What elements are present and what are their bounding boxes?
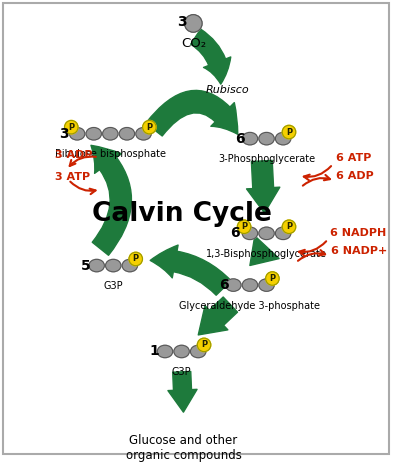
Circle shape xyxy=(64,120,78,134)
Ellipse shape xyxy=(106,259,121,272)
Circle shape xyxy=(237,220,251,234)
Text: P: P xyxy=(133,255,139,263)
Ellipse shape xyxy=(276,227,291,240)
Text: G3P: G3P xyxy=(104,281,123,291)
Text: P: P xyxy=(286,222,292,231)
Text: Glyceraldehyde 3-phosphate: Glyceraldehyde 3-phosphate xyxy=(180,301,320,311)
Text: 3 ATP: 3 ATP xyxy=(55,172,90,182)
Text: 6: 6 xyxy=(235,132,245,146)
Ellipse shape xyxy=(119,127,135,140)
Text: 6 ATP: 6 ATP xyxy=(336,153,371,163)
Text: Rubisco: Rubisco xyxy=(206,85,249,95)
Text: 3 ADP: 3 ADP xyxy=(55,150,92,160)
Ellipse shape xyxy=(276,133,291,145)
Text: 6: 6 xyxy=(219,278,228,292)
Circle shape xyxy=(143,120,156,134)
Text: 3: 3 xyxy=(59,127,68,141)
Ellipse shape xyxy=(259,279,274,291)
Ellipse shape xyxy=(136,127,151,140)
Text: 5: 5 xyxy=(81,259,91,273)
Circle shape xyxy=(282,125,296,139)
Ellipse shape xyxy=(103,127,118,140)
Circle shape xyxy=(266,272,279,285)
Text: P: P xyxy=(286,127,292,136)
FancyArrowPatch shape xyxy=(168,371,197,412)
Text: P: P xyxy=(68,123,74,132)
Ellipse shape xyxy=(174,345,189,358)
Text: P: P xyxy=(201,340,207,349)
Ellipse shape xyxy=(242,279,258,291)
Text: 1: 1 xyxy=(149,345,159,359)
Text: Calvin Cycle: Calvin Cycle xyxy=(92,201,272,227)
FancyArrowPatch shape xyxy=(191,29,231,84)
FancyArrowPatch shape xyxy=(150,245,231,295)
Ellipse shape xyxy=(157,345,173,358)
Ellipse shape xyxy=(259,227,274,240)
FancyArrowPatch shape xyxy=(146,91,238,136)
Text: 6 NADPH: 6 NADPH xyxy=(330,228,386,238)
Ellipse shape xyxy=(259,133,274,145)
Ellipse shape xyxy=(89,259,104,272)
Text: 3: 3 xyxy=(177,15,186,29)
FancyBboxPatch shape xyxy=(3,3,388,454)
Ellipse shape xyxy=(242,133,258,145)
Text: 3-Phosphoglycerate: 3-Phosphoglycerate xyxy=(218,154,315,164)
Ellipse shape xyxy=(86,127,102,140)
FancyArrowPatch shape xyxy=(91,145,132,255)
Circle shape xyxy=(282,220,296,234)
Text: 1,3-Bisphosphoglycerate: 1,3-Bisphosphoglycerate xyxy=(206,249,327,259)
Ellipse shape xyxy=(242,227,258,240)
Circle shape xyxy=(129,252,142,266)
Text: G3P: G3P xyxy=(172,367,192,377)
FancyArrowPatch shape xyxy=(246,160,280,213)
Ellipse shape xyxy=(190,345,206,358)
Ellipse shape xyxy=(70,127,85,140)
FancyArrowPatch shape xyxy=(198,297,238,335)
Text: Ribulose bisphosphate: Ribulose bisphosphate xyxy=(55,149,166,159)
Text: P: P xyxy=(241,222,247,231)
Text: P: P xyxy=(269,274,276,283)
Text: P: P xyxy=(146,123,152,132)
Circle shape xyxy=(184,14,202,32)
Text: 6 ADP: 6 ADP xyxy=(336,171,374,181)
FancyArrowPatch shape xyxy=(250,236,279,265)
Circle shape xyxy=(197,338,211,352)
Ellipse shape xyxy=(122,259,138,272)
Text: Glucose and other
organic compounds: Glucose and other organic compounds xyxy=(126,434,242,462)
Ellipse shape xyxy=(226,279,241,291)
Text: 6: 6 xyxy=(230,226,240,241)
Text: CO₂: CO₂ xyxy=(181,37,206,50)
Text: 6 NADP+: 6 NADP+ xyxy=(331,246,387,256)
